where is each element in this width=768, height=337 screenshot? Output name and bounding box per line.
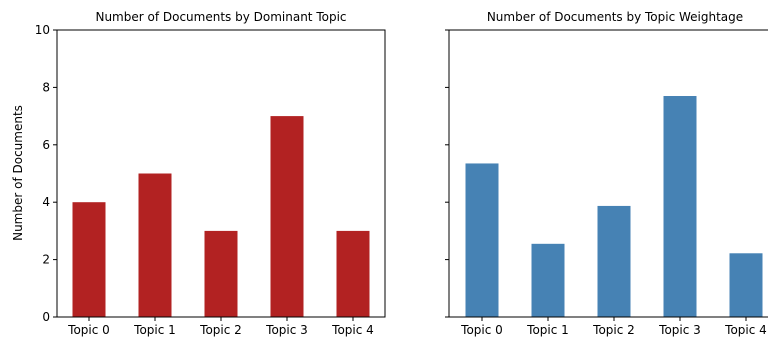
- y-tick-label: 2: [42, 253, 50, 267]
- y-ticks: 0 2 4 6 8 10: [35, 23, 57, 324]
- y-tick-label: 8: [42, 80, 50, 94]
- chart-title: Number of Documents by Topic Weightage: [487, 10, 743, 24]
- plot-frame: [448, 29, 768, 318]
- y-tick-label: 10: [35, 23, 50, 37]
- x-tick-label: Topic 3: [658, 323, 701, 337]
- bar-topic-4: [336, 230, 370, 317]
- bar-topic-2: [597, 205, 631, 317]
- y-tick-label: 4: [42, 195, 50, 209]
- x-tick-label: Topic 2: [199, 323, 242, 337]
- x-tick-label: Topic 0: [67, 323, 110, 337]
- plot-frame: [56, 29, 386, 318]
- y-axis-label: Number of Documents: [11, 105, 25, 241]
- dominant-topic-chart: Number of Documents by Dominant Topic Nu…: [11, 10, 386, 337]
- x-tick-label: Topic 1: [133, 323, 176, 337]
- bar-topic-0: [72, 202, 106, 317]
- x-ticks: Topic 0 Topic 1 Topic 2 Topic 3 Topic 4: [460, 317, 767, 337]
- bars: [72, 116, 370, 317]
- x-tick-label: Topic 0: [460, 323, 503, 337]
- bar-topic-3: [663, 96, 697, 317]
- bar-topic-1: [531, 243, 565, 317]
- bar-topic-2: [204, 230, 238, 317]
- chart-title: Number of Documents by Dominant Topic: [95, 10, 346, 24]
- x-tick-label: Topic 4: [331, 323, 374, 337]
- topic-weightage-chart: Number of Documents by Topic Weightage T…: [445, 10, 768, 337]
- x-tick-label: Topic 2: [592, 323, 635, 337]
- bar-topic-1: [138, 173, 172, 317]
- x-tick-label: Topic 4: [724, 323, 767, 337]
- x-tick-label: Topic 1: [526, 323, 569, 337]
- bar-topic-4: [729, 253, 763, 317]
- x-ticks: Topic 0 Topic 1 Topic 2 Topic 3 Topic 4: [67, 317, 374, 337]
- y-ticks: [445, 29, 449, 318]
- bar-topic-0: [465, 163, 499, 317]
- bars: [465, 96, 763, 317]
- x-tick-label: Topic 3: [265, 323, 308, 337]
- y-tick-label: 6: [42, 138, 50, 152]
- y-tick-label: 0: [42, 310, 50, 324]
- bar-topic-3: [270, 116, 304, 317]
